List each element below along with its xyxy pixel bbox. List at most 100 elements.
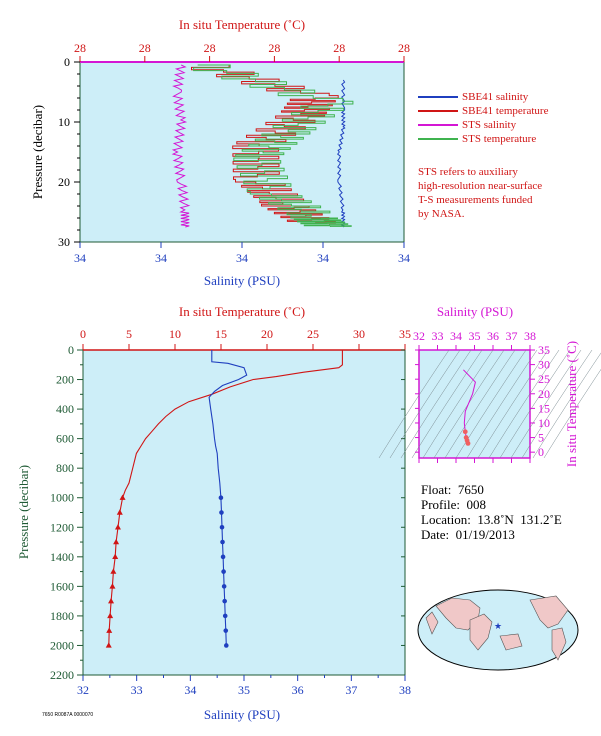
panel1-bottom-axis-label: Salinity (PSU) bbox=[204, 273, 280, 288]
panel2-y-tick-label: 200 bbox=[56, 373, 74, 387]
panel2-top-tick-label: 35 bbox=[399, 327, 411, 341]
panel1-bottom-tick-label: 34 bbox=[236, 251, 248, 265]
panel2-bottom-tick-label: 37 bbox=[345, 683, 357, 697]
panel2-y-tick-label: 1200 bbox=[50, 520, 74, 534]
date: Date: 01/19/2013 bbox=[421, 527, 515, 542]
panel3-y-axis-label: In situ Temperature (˚C) bbox=[564, 341, 579, 467]
profile-number: Profile: 008 bbox=[421, 497, 486, 512]
panel2-salinity-marker bbox=[222, 613, 228, 619]
panel2-salinity-marker bbox=[222, 598, 227, 604]
panel1-y-tick-label: 20 bbox=[58, 175, 70, 189]
panel2-top-axis-label: In situ Temperature (˚C) bbox=[179, 304, 305, 319]
sts-note: STS refers to auxiliary high-resolution … bbox=[418, 166, 543, 220]
legend-swatch bbox=[418, 124, 458, 126]
float-info: Float: 7650 Profile: 008 Location: 13.8˚… bbox=[421, 482, 562, 542]
panel2-line-salinity bbox=[208, 350, 248, 646]
legend-swatch bbox=[418, 96, 458, 98]
panel3-y-tick-label: 15 bbox=[538, 401, 550, 415]
panel3-x-tick-label: 33 bbox=[432, 329, 444, 343]
panel2-ticks: 32 33 34 35 36 37 38 0 5 10 15 20 25 30 35 0 200 400 600 80… bbox=[50, 327, 411, 697]
panel3-x-tick-label: 35 bbox=[469, 329, 481, 343]
map-landmass-americas-north bbox=[529, 595, 569, 629]
panel1-y-tick-label: 10 bbox=[58, 115, 70, 129]
panel1-plot-area bbox=[79, 61, 405, 243]
legend-label: SBE41 salinity bbox=[462, 91, 529, 103]
panel2-bottom-tick-label: 32 bbox=[77, 683, 89, 697]
panel1-top-tick-label: 28 bbox=[139, 41, 151, 55]
legend-label: SBE41 temperature bbox=[462, 105, 549, 117]
panel2-temperature-marker bbox=[108, 597, 115, 604]
panel2-salinity-marker bbox=[220, 554, 226, 560]
panel3-x-tick-label: 34 bbox=[450, 329, 462, 343]
panel3-density-contour bbox=[455, 349, 527, 459]
panel3-x-tick-label: 32 bbox=[413, 329, 425, 343]
legend-item: STS salinity bbox=[418, 118, 548, 132]
panel2-temperature-marker bbox=[113, 538, 120, 545]
panel3-density-contour bbox=[389, 349, 461, 459]
float-id: Float: 7650 bbox=[421, 482, 484, 497]
panel3-density-contour bbox=[422, 349, 494, 459]
panel2-salinity-marker bbox=[220, 539, 225, 545]
panel2-y-tick-label: 1600 bbox=[50, 579, 74, 593]
panel2-y-tick-label: 2200 bbox=[50, 668, 74, 682]
panel3-density-contour bbox=[378, 349, 450, 459]
panel1-bottom-tick-label: 34 bbox=[398, 251, 410, 265]
panel3-y-tick-label: 5 bbox=[538, 431, 544, 445]
map-landmass-west bbox=[425, 611, 439, 635]
panel2-temperature-marker bbox=[112, 553, 119, 560]
panel2-temperature-marker bbox=[116, 509, 123, 515]
panel2-y-axis-label: Pressure (decibar) bbox=[16, 465, 31, 559]
location: Location: 13.8˚N 131.2˚E bbox=[421, 512, 562, 527]
legend: SBE41 salinity SBE41 temperature STS sal… bbox=[418, 90, 548, 146]
map-landmass-australia bbox=[499, 633, 523, 651]
panel1-top-tick-label: 28 bbox=[268, 41, 280, 55]
panel3-density-contour bbox=[532, 352, 601, 459]
panel2-salinity-marker bbox=[221, 569, 226, 574]
panel3-series bbox=[462, 369, 476, 446]
panel2-temperature-marker bbox=[107, 612, 114, 619]
panel3-density-contour bbox=[488, 349, 560, 459]
legend-item: STS temperature bbox=[418, 132, 548, 146]
panel1-series-sts-salinity bbox=[171, 64, 191, 228]
panel3-density-contour bbox=[466, 349, 538, 459]
panel2-temperature-marker bbox=[109, 583, 116, 589]
panel3-density-contour bbox=[521, 349, 593, 459]
panel2-top-tick-label: 10 bbox=[169, 327, 181, 341]
panel1-bottom-tick-label: 34 bbox=[74, 251, 86, 265]
legend-item: SBE41 salinity bbox=[418, 90, 548, 104]
panel2-y-tick-label: 0 bbox=[68, 343, 74, 357]
panel3-y-tick-label: 30 bbox=[538, 358, 550, 372]
panel2-salinity-marker bbox=[223, 628, 229, 633]
panel1-series-sbe41-salinity bbox=[337, 79, 346, 228]
panel3-x-tick-label: 36 bbox=[487, 329, 499, 343]
panel1-y-tick-label: 30 bbox=[58, 235, 70, 249]
legend-item: SBE41 temperature bbox=[418, 104, 548, 118]
panel2-salinity-marker bbox=[219, 524, 225, 530]
panel2-y-tick-label: 2000 bbox=[50, 638, 74, 652]
panel2-top-tick-label: 5 bbox=[126, 327, 132, 341]
panel1-y-tick-label: 0 bbox=[64, 55, 70, 69]
panel1-top-tick-label: 28 bbox=[204, 41, 216, 55]
panel2-bottom-tick-label: 36 bbox=[292, 683, 304, 697]
panel3-y-tick-label: 20 bbox=[538, 387, 550, 401]
panel2-plot-area bbox=[82, 349, 406, 676]
panel3-density-contour bbox=[444, 349, 516, 459]
panel3-density-contour bbox=[543, 368, 601, 459]
panel2-y-tick-label: 1400 bbox=[50, 550, 74, 564]
panel3-density-contour bbox=[477, 349, 549, 459]
panel1-top-tick-label: 28 bbox=[333, 41, 345, 55]
panel3-x-tick-label: 38 bbox=[524, 329, 536, 343]
panel2-temperature-marker bbox=[106, 627, 113, 633]
panel1-y-axis-label: Pressure (decibar) bbox=[30, 105, 45, 199]
panel3-density-contours bbox=[378, 349, 601, 459]
panel2-salinity-marker bbox=[221, 584, 227, 589]
map-landmass-africa bbox=[469, 613, 493, 651]
panel3-ts-point bbox=[465, 441, 471, 446]
panel1-ticks: 34 34 34 34 34 28 28 28 28 28 28 0 10 20 30 bbox=[58, 41, 410, 265]
panel2-bottom-tick-label: 38 bbox=[399, 683, 411, 697]
panel2-salinity-marker bbox=[223, 643, 229, 648]
float-location-marker: ★ bbox=[494, 621, 502, 631]
panel3-y-tick-label: 0 bbox=[538, 445, 544, 459]
